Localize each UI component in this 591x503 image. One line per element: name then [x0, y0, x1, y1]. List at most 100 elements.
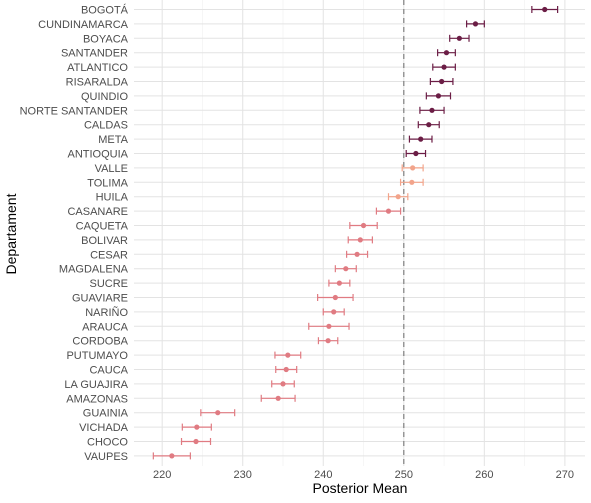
grid	[134, 0, 585, 466]
y-tick-label: VICHADA	[79, 422, 129, 434]
data-point	[426, 122, 432, 128]
data-point	[542, 6, 548, 13]
data-point	[418, 136, 424, 142]
data-point	[283, 366, 289, 373]
data-point	[395, 194, 401, 200]
y-tick-label: GUAVIARE	[72, 293, 128, 305]
y-tick-labels: BOGOTÁ CUNDINAMARCA BOYACA SANTANDER ATLANTI…	[20, 4, 129, 463]
x-tick-labels: 220 230 240 250 260 270	[153, 469, 574, 481]
data-point	[169, 453, 175, 459]
data-point	[326, 323, 332, 329]
y-tick-label: MAGDALENA	[59, 264, 129, 276]
y-tick-label: VAUPES	[84, 451, 128, 463]
data-point-group	[429, 78, 454, 85]
data-point-group	[322, 308, 345, 316]
data-point-group	[531, 6, 559, 13]
data-point-group	[275, 366, 298, 373]
y-tick-label: BOYACA	[83, 33, 129, 45]
data-point-group	[437, 49, 456, 57]
data-point-group	[419, 106, 445, 114]
y-tick-label: NORTE SANTANDER	[20, 105, 128, 117]
data-point-group	[401, 164, 424, 172]
y-tick-label: QUINDIO	[81, 91, 129, 103]
data-point	[413, 150, 419, 157]
data-point-group	[274, 351, 302, 359]
y-tick-label: ATLANTICO	[67, 62, 128, 74]
data-point	[441, 64, 447, 70]
x-tick-label: 230	[234, 469, 252, 481]
data-point	[429, 107, 435, 113]
y-tick-label: CASANARE	[67, 206, 128, 218]
data-point-group	[399, 178, 424, 186]
data-point	[360, 222, 367, 229]
data-point-group	[200, 409, 236, 417]
data-point	[409, 179, 415, 185]
y-tick-label: PUTUMAYO	[66, 350, 128, 362]
data-point-group	[466, 20, 485, 28]
data-point-group	[417, 121, 440, 129]
y-tick-label: ARAUCA	[82, 321, 129, 333]
data-point-group	[375, 207, 402, 215]
data-point	[194, 424, 200, 430]
data-point-group	[328, 279, 351, 287]
y-tick-label: BOLIVAR	[81, 235, 128, 247]
data-point-group	[346, 250, 369, 258]
y-tick-label: SANTANDER	[61, 48, 128, 60]
data-point-group	[449, 34, 470, 42]
y-tick-label: AMAZONAS	[66, 393, 128, 405]
data-point-group	[334, 265, 357, 273]
data-point	[456, 35, 462, 41]
data-point-group	[260, 394, 296, 402]
y-tick-label: RISARALDA	[66, 77, 129, 89]
x-tick-label: 240	[314, 469, 332, 481]
y-tick-label: CALDAS	[84, 120, 128, 132]
y-tick-label: CAQUETA	[76, 221, 129, 233]
data-point-group	[181, 423, 212, 431]
data-point-group	[152, 452, 191, 460]
y-tick-label: CUNDINAMARCA	[38, 19, 129, 31]
data-point	[357, 237, 363, 243]
y-tick-label: CESAR	[90, 249, 128, 261]
data-point	[336, 280, 342, 286]
data-point	[343, 266, 349, 272]
data-marks	[152, 6, 559, 460]
data-point-group	[387, 193, 409, 201]
data-point	[443, 50, 450, 56]
data-point-group	[349, 222, 378, 229]
data-point-group	[432, 63, 456, 71]
y-tick-label: CORDOBA	[72, 336, 128, 348]
data-point-group	[317, 294, 354, 301]
data-point-group	[308, 322, 350, 330]
data-point	[193, 438, 199, 445]
x-tick-label: 250	[395, 469, 413, 481]
y-tick-label: TOLIMA	[87, 177, 128, 189]
data-point	[410, 165, 416, 171]
y-tick-label: SUCRE	[89, 278, 128, 290]
data-point-group	[408, 135, 433, 143]
data-point	[439, 78, 445, 85]
data-point-group	[425, 92, 452, 100]
y-tick-label: BOGOTÁ	[81, 4, 129, 17]
x-tick-label: 270	[556, 469, 574, 481]
x-axis-title: Posterior Mean	[313, 480, 408, 496]
data-point	[325, 338, 331, 344]
y-tick-label: LA GUAJIRA	[64, 379, 128, 391]
data-point	[331, 309, 337, 315]
data-point-group	[405, 150, 427, 157]
data-point	[385, 208, 392, 214]
data-point	[280, 381, 286, 387]
y-tick-label: META	[98, 134, 128, 146]
y-tick-label: CAUCA	[89, 365, 128, 377]
data-point	[354, 251, 360, 257]
y-tick-label: NARIÑO	[85, 306, 128, 319]
y-tick-label: ANTIOQUIA	[67, 149, 128, 161]
x-tick-label: 260	[475, 469, 493, 481]
data-point-group	[347, 236, 373, 244]
y-axis-title: Departament	[3, 193, 19, 274]
y-tick-label: HUILA	[96, 192, 129, 204]
data-point-group	[180, 438, 212, 445]
y-tick-label: VALLE	[95, 163, 128, 175]
